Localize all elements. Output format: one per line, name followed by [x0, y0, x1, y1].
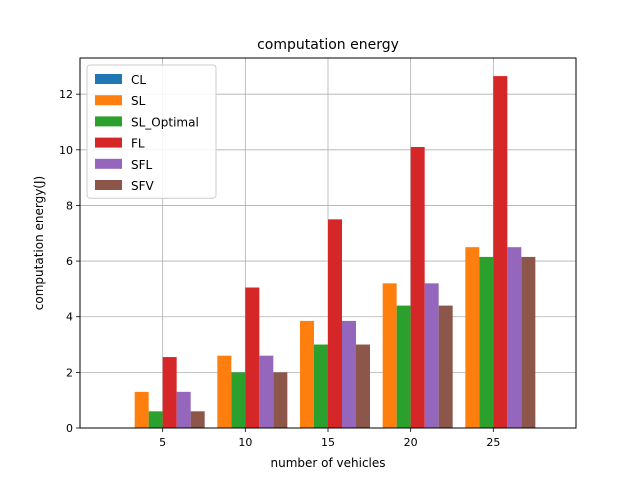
- bar-sfv-15: [356, 344, 370, 428]
- bar-sl-optimal-20: [396, 305, 411, 428]
- bar-sfl-5: [176, 391, 191, 428]
- bar-sfv-25: [521, 256, 536, 428]
- x-axis-label: number of vehicles: [270, 456, 385, 470]
- y-axis-label: computation energy(J): [32, 176, 46, 310]
- legend-swatch-fl: [95, 137, 122, 148]
- x-tick-label: 15: [321, 436, 335, 449]
- y-tick-label: 6: [66, 255, 73, 268]
- bar-sl-25: [465, 247, 480, 428]
- bar-sl-15: [300, 320, 314, 428]
- bar-sfv-5: [190, 411, 205, 428]
- y-tick-label: 12: [59, 88, 73, 101]
- chart-title: computation energy: [257, 37, 399, 53]
- x-tick-label: 5: [159, 436, 166, 449]
- legend-swatch-sl: [95, 95, 122, 106]
- bar-sl-5: [134, 391, 149, 428]
- legend: CL SL SL_Optimal FL SFL SFV: [86, 64, 217, 199]
- x-tick-label: 25: [486, 436, 500, 449]
- bar-sfv-20: [438, 305, 453, 428]
- legend-swatch-sfv: [95, 180, 122, 190]
- bar-fl-15: [328, 219, 342, 428]
- bar-sfl-20: [424, 283, 439, 428]
- y-tick-label: 0: [66, 422, 73, 435]
- bar-fl-20: [410, 147, 425, 428]
- legend-label: SL_Optimal: [131, 115, 199, 129]
- ticks-layer: 0 2 4 6 8 10 12 5 10 15 20 25: [59, 88, 500, 449]
- bar-fl-25: [493, 76, 508, 429]
- legend-label: FL: [131, 137, 145, 151]
- bar-fl-10: [245, 287, 260, 428]
- bar-sl-optimal-25: [479, 256, 494, 428]
- legend-label: SL: [131, 94, 146, 108]
- legend-label: CL: [131, 73, 146, 87]
- y-tick-label: 10: [59, 144, 73, 157]
- legend-swatch-sfl: [95, 158, 122, 169]
- x-tick-label: 10: [238, 436, 252, 449]
- bars-layer: [134, 76, 536, 429]
- legend-label: SFL: [131, 158, 153, 172]
- bar-sfv-10: [273, 372, 288, 428]
- bar-sl-optimal-10: [231, 372, 246, 428]
- bar-sl-optimal-5: [148, 411, 163, 428]
- bar-sfl-25: [507, 247, 522, 428]
- bar-sfl-10: [259, 355, 274, 428]
- legend-swatch-cl: [95, 74, 122, 84]
- y-tick-label: 8: [66, 199, 73, 212]
- bar-sfl-15: [342, 320, 356, 428]
- y-tick-label: 2: [66, 366, 73, 379]
- bar-sl-20: [382, 283, 397, 428]
- legend-swatch-sl-optimal: [95, 116, 122, 127]
- x-tick-label: 20: [404, 436, 418, 449]
- legend-label: SFV: [131, 179, 155, 193]
- y-tick-label: 4: [66, 311, 73, 324]
- bar-fl-5: [162, 357, 177, 428]
- bar-sl-optimal-15: [314, 344, 328, 428]
- bar-sl-10: [217, 355, 232, 428]
